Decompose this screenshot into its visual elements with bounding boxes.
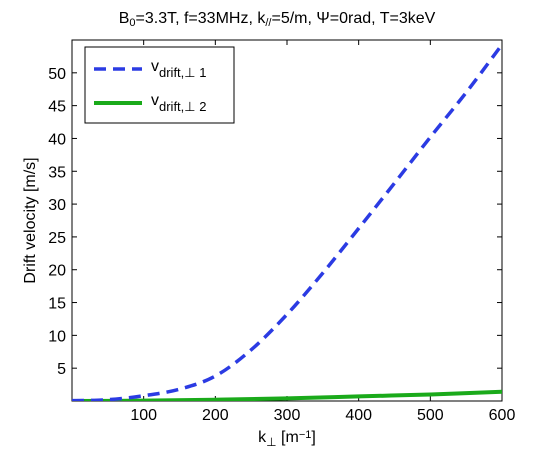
xlabel-unit: [m	[277, 429, 299, 446]
y-tick-label: 40	[48, 131, 66, 148]
chart-title: B0=3.3T, f=33MHz, k//=5/m, Ψ=0rad, T=3ke…	[119, 10, 436, 29]
x-tick-label: 500	[417, 407, 444, 424]
title-part: =5/m, Ψ=0rad, T=3keV	[271, 10, 435, 27]
y-tick-label: 35	[48, 164, 66, 181]
legend-box	[84, 46, 235, 124]
legend-label: vdrift,⊥ 1	[151, 58, 206, 80]
xlabel-end: ]	[311, 429, 315, 446]
y-tick-label: 5	[57, 361, 66, 378]
y-tick-label: 45	[48, 99, 66, 116]
series-line-2	[72, 389, 502, 401]
y-tick-label: 50	[48, 66, 66, 83]
y-tick-label: 25	[48, 230, 66, 247]
x-tick-label: 400	[345, 407, 372, 424]
legend-label-base: v	[151, 92, 159, 109]
title-subscript: 0	[129, 17, 135, 29]
title-part: B	[119, 10, 130, 27]
xlabel-base: k	[258, 429, 267, 446]
x-axis-label-text: k⊥ [m−1]	[258, 429, 316, 450]
chart-title-text: B0=3.3T, f=33MHz, k//=5/m, Ψ=0rad, T=3ke…	[119, 10, 436, 29]
x-axis-label: k⊥ [m−1]	[258, 429, 316, 450]
xlabel-subscript: ⊥	[266, 435, 276, 449]
title-part: =3.3T, f=33MHz, k	[136, 10, 267, 27]
y-tick-label: 30	[48, 197, 66, 214]
y-tick-label: 15	[48, 296, 66, 313]
legend-label-subscript: drift,⊥ 1	[159, 65, 206, 80]
y-tick-label: 20	[48, 263, 66, 280]
x-tick-label: 300	[274, 407, 301, 424]
x-tick-label: 600	[489, 407, 516, 424]
y-axis-label: Drift velocity [m/s]	[22, 157, 39, 283]
x-tick-label: 100	[130, 407, 157, 424]
y-axis-label-text: Drift velocity [m/s]	[22, 157, 39, 283]
xlabel-superscript: −1	[299, 429, 312, 441]
legend-label-subscript: drift,⊥ 2	[159, 99, 206, 114]
series-lines	[72, 43, 502, 401]
x-tick-label: 200	[202, 407, 229, 424]
title-subscript: //	[265, 17, 272, 29]
legend-label: vdrift,⊥ 2	[151, 92, 206, 114]
legend-label-base: v	[151, 58, 159, 75]
y-tick-label: 10	[48, 328, 66, 345]
axis-ticks: 100 200 300 400 500 600 5 10 15 20 25 30 35 40 45 50	[48, 40, 515, 424]
